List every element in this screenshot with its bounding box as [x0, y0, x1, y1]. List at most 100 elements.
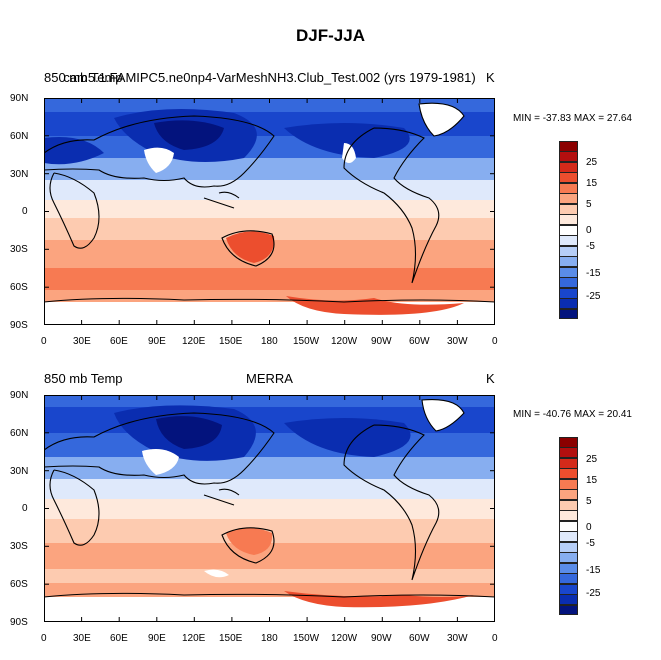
colorbar-swatch: [559, 266, 578, 278]
panel-2-lon-tick: 30W: [447, 633, 468, 644]
panel-1-lat-tick: 60N: [10, 131, 29, 142]
panel-1-lat-tick: 30S: [10, 244, 28, 255]
colorbar-swatch: [559, 468, 578, 480]
panel-1-lon-tick: 0: [41, 336, 47, 347]
colorbar-swatch: [559, 437, 578, 448]
colorbar-swatch: [559, 277, 578, 289]
panel-1-lon-tick: 120W: [331, 336, 358, 347]
panel-2-colorbar-label: 15: [586, 475, 598, 486]
panel-1-colorbar-label: 0: [586, 225, 592, 236]
panel-2-lat-tick: 0: [22, 503, 28, 514]
colorbar-swatch: [559, 562, 578, 574]
panel-2-lat-tick: 90N: [10, 390, 29, 401]
panel-2-colorbar-label: 5: [586, 496, 592, 507]
panel-1-colorbar-label: -5: [586, 241, 595, 252]
colorbar-swatch: [559, 489, 578, 501]
colorbar-swatch: [559, 510, 578, 522]
panel-2-colorbar: [559, 437, 578, 616]
panel-1-lon-tick: 120E: [182, 336, 206, 347]
panel-1-colorbar-label: 15: [586, 178, 598, 189]
panel-1-lon-tick: 60W: [409, 336, 430, 347]
panel-1-lon-tick: 0: [492, 336, 498, 347]
panel-1-map: [44, 98, 495, 325]
colorbar-swatch: [559, 478, 578, 490]
panel-1-lat-tick: 90N: [10, 93, 29, 104]
panel-2-lat-tick: 60S: [10, 579, 28, 590]
colorbar-swatch: [559, 604, 578, 616]
panel-2-map: [44, 395, 495, 622]
panel-1-lon-tick: 180: [261, 336, 278, 347]
panel-2-lon-tick: 60W: [409, 633, 430, 644]
panel-1-lat-tick: 60S: [10, 282, 28, 293]
colorbar-swatch: [559, 172, 578, 184]
colorbar-swatch: [559, 594, 578, 606]
panel-2-lon-tick: 120W: [331, 633, 358, 644]
panel-2-colorbar-label: -5: [586, 538, 595, 549]
panel-1-colorbar-label: -15: [586, 268, 601, 279]
panel-1-stats: MIN = -37.83 MAX = 27.64: [513, 113, 632, 124]
colorbar-swatch: [559, 182, 578, 194]
colorbar-swatch: [559, 447, 578, 459]
panel-1-colorbar: [559, 141, 578, 320]
colorbar-swatch: [559, 531, 578, 543]
panel-2-lon-tick: 0: [492, 633, 498, 644]
colorbar-swatch: [559, 203, 578, 215]
panel-1-lon-tick: 90E: [148, 336, 166, 347]
panel-2-lat-tick: 30S: [10, 541, 28, 552]
panel-2-colorbar-label: 25: [586, 454, 598, 465]
panel-1-colorbar-label: 5: [586, 199, 592, 210]
panel-2-center-label: MERRA: [246, 371, 293, 386]
panel-1-lat-tick: 90S: [10, 320, 28, 331]
panel-1-lon-tick: 30E: [73, 336, 91, 347]
panel-2-colorbar-label: -15: [586, 565, 601, 576]
colorbar-swatch: [559, 541, 578, 553]
colorbar-swatch: [559, 552, 578, 564]
colorbar-swatch: [559, 141, 578, 152]
colorbar-swatch: [559, 214, 578, 226]
panel-1-lon-tick: 90W: [371, 336, 392, 347]
colorbar-swatch: [559, 235, 578, 247]
panel-2-lon-tick: 60E: [110, 633, 128, 644]
panel-2-lat-tick: 60N: [10, 428, 29, 439]
colorbar-swatch: [559, 245, 578, 257]
panel-1-lon-tick: 150W: [293, 336, 320, 347]
panel-1-colorbar-label: 25: [586, 157, 598, 168]
colorbar-swatch: [559, 457, 578, 469]
panel-1-lat-tick: 30N: [10, 169, 29, 180]
panel-2-lon-tick: 30E: [73, 633, 91, 644]
panel-1-lon-tick: 30W: [447, 336, 468, 347]
panel-2-lon-tick: 120E: [182, 633, 206, 644]
colorbar-swatch: [559, 161, 578, 173]
panel-2-lat-tick: 30N: [10, 466, 29, 477]
panel-2-stats: MIN = -40.76 MAX = 20.41: [513, 409, 632, 420]
panel-2-colorbar-label: -25: [586, 588, 601, 599]
panel-2-lat-tick: 90S: [10, 617, 28, 628]
colorbar-swatch: [559, 151, 578, 163]
panel-2-lon-tick: 90E: [148, 633, 166, 644]
colorbar-swatch: [559, 224, 578, 236]
panel-2-units-label: K: [486, 371, 495, 386]
colorbar-swatch: [559, 583, 578, 595]
panel-1-colorbar-label: -25: [586, 291, 601, 302]
colorbar-swatch: [559, 193, 578, 205]
panel-1-lat-tick: 0: [22, 206, 28, 217]
colorbar-swatch: [559, 256, 578, 268]
panel-2-lon-tick: 180: [261, 633, 278, 644]
colorbar-swatch: [559, 520, 578, 532]
colorbar-swatch: [559, 308, 578, 320]
colorbar-swatch: [559, 287, 578, 299]
panel-1-center-label: cam5.1.FAMIPC5.ne0np4-VarMeshNH3.Club_Te…: [63, 70, 476, 85]
panel-1-lon-tick: 60E: [110, 336, 128, 347]
panel-2-lon-tick: 150E: [219, 633, 243, 644]
panel-2-lon-tick: 150W: [293, 633, 320, 644]
figure-title: DJF-JJA: [296, 26, 365, 45]
panel-1-units-label: K: [486, 70, 495, 85]
panel-2-left-label: 850 mb Temp: [44, 371, 123, 386]
panel-2-lon-tick: 0: [41, 633, 47, 644]
panel-1-lon-tick: 150E: [219, 336, 243, 347]
colorbar-swatch: [559, 573, 578, 585]
panel-2-lon-tick: 90W: [371, 633, 392, 644]
colorbar-swatch: [559, 499, 578, 511]
panel-1-left-label: 850 mb Temp: [44, 70, 123, 85]
colorbar-swatch: [559, 298, 578, 310]
